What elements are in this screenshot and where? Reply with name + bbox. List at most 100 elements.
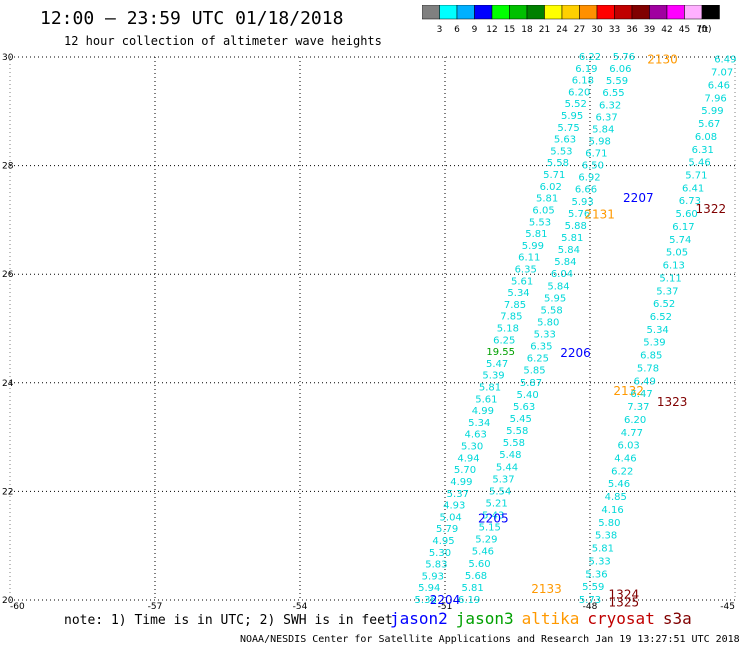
colorbar-tick-label: 18: [521, 25, 533, 35]
wave-height-value: 5.84: [547, 281, 569, 292]
page-title: 12:00 – 23:59 UTC 01/18/2018: [40, 8, 344, 29]
wave-height-value: 6.66: [575, 185, 597, 196]
satellite-legend: jason2 jason3 altika cryosat s3a: [390, 609, 700, 628]
wave-height-value: 5.81: [536, 194, 558, 205]
pass-number-label: 1322: [696, 202, 727, 216]
wave-height-value: 5.95: [544, 293, 566, 304]
wave-height-value: 6.11: [518, 253, 540, 264]
wave-height-value: 5.99: [701, 106, 723, 117]
wave-height-value: 5.87: [520, 378, 542, 389]
wave-height-value: 6.17: [672, 222, 694, 233]
wave-height-value: 5.94: [418, 583, 440, 594]
wave-height-value: 6.32: [599, 100, 621, 111]
wave-height-value: 6.08: [695, 132, 717, 143]
wave-height-value: 6.22: [611, 466, 633, 477]
wave-height-value: 6.35: [515, 264, 537, 275]
satellite-legend-item: altika: [521, 609, 580, 628]
wave-height-value: 6.20: [568, 87, 590, 98]
wave-height-value: 5.81: [479, 383, 501, 394]
pass-number-label: 2132: [613, 384, 644, 398]
wave-height-value: 6.18: [572, 76, 594, 87]
colorbar-tick-label: 42: [661, 25, 672, 35]
wave-height-value: 5.74: [669, 235, 691, 246]
wave-height-value: 5.81: [461, 583, 483, 594]
wave-height-value: 5.36: [585, 569, 607, 580]
colorbar-tick-label: 21: [539, 25, 550, 35]
wave-height-value: 6.03: [618, 441, 640, 452]
satellite-legend-item: jason3: [455, 609, 514, 628]
wave-height-value: 5.59: [606, 76, 628, 87]
wave-height-value: 5.38: [595, 531, 617, 542]
wave-height-value: 5.81: [561, 233, 583, 244]
footer-note: note: 1) Time is in UTC; 2) SWH is in fe…: [64, 613, 393, 628]
pass-number-label: 1324: [609, 588, 640, 602]
wave-height-value: 5.33: [534, 330, 556, 341]
wave-height-value: 6.06: [609, 64, 631, 75]
wave-height-value: 4.85: [605, 492, 627, 503]
wave-height-value: 19.55: [486, 347, 515, 358]
wave-height-value: 5.78: [637, 363, 659, 374]
y-tick-label: 24: [2, 379, 14, 389]
wave-height-value: 5.47: [486, 359, 508, 370]
wave-height-value: 6.85: [640, 351, 662, 362]
y-tick-label: 26: [2, 270, 14, 280]
wave-height-value: 5.48: [499, 450, 521, 461]
wave-height-value: 5.79: [436, 524, 458, 535]
wave-height-value: 4.94: [457, 453, 479, 464]
x-tick-label: -45: [720, 602, 735, 612]
wave-height-value: 6.41: [682, 183, 704, 194]
wave-height-value: 6.05: [532, 205, 554, 216]
x-tick-label: -51: [438, 602, 453, 612]
wave-height-value: 6.04: [551, 269, 573, 280]
wave-height-value: 6.37: [596, 112, 618, 123]
wave-height-value: 7.96: [705, 93, 727, 104]
colorbar-tick-label: 15: [504, 25, 515, 35]
satellite-legend-item: s3a: [662, 609, 692, 628]
wave-height-value: 5.29: [475, 535, 497, 546]
wave-height-value: 7.37: [627, 402, 649, 413]
wave-height-value: 5.11: [659, 273, 681, 284]
wave-height-value: 5.93: [422, 571, 444, 582]
wave-height-value: 5.52: [565, 99, 587, 110]
colorbar-tick-label: 9: [472, 25, 478, 35]
wave-height-value: 5.58: [503, 438, 525, 449]
x-tick-label: -57: [148, 602, 163, 612]
plot-frame: [9, 56, 736, 601]
colorbar-tick-label: 27: [574, 25, 585, 35]
y-tick-label: 22: [2, 487, 13, 497]
wave-height-value: 6.02: [540, 182, 562, 193]
wave-height-value: 5.95: [561, 111, 583, 122]
wave-height-value: 4.77: [621, 428, 643, 439]
wave-height-value: 4.95: [432, 536, 454, 547]
wave-height-value: 5.53: [550, 146, 572, 157]
wave-height-value: 7.85: [504, 300, 526, 311]
wave-height-value: 5.44: [496, 462, 518, 473]
wave-height-value: 5.37: [656, 286, 678, 297]
wave-height-value: 5.76: [568, 209, 590, 220]
wave-height-value: 5.58: [547, 158, 569, 169]
wave-height-value: 5.34: [647, 325, 669, 336]
wave-height-value: 5.59: [582, 582, 604, 593]
wave-height-value: 5.04: [440, 512, 462, 523]
y-tick-label: 20: [2, 596, 14, 606]
wave-height-value: 5.63: [513, 402, 535, 413]
wave-height-value: 6.92: [578, 173, 600, 184]
wave-height-value: 5.84: [558, 245, 580, 256]
x-tick-label: -54: [293, 602, 308, 612]
wave-height-value: 5.34: [507, 288, 529, 299]
colorbar-swatch: [701, 5, 720, 20]
colorbar-tick-label: 70: [696, 25, 708, 35]
satellite-legend-item: cryosat: [587, 609, 655, 628]
wave-height-value: 6.35: [530, 342, 552, 353]
wave-height-value: 5.80: [537, 317, 559, 328]
wave-height-value: 5.81: [525, 229, 547, 240]
wave-height-value: 5.46: [472, 547, 494, 558]
wave-height-value: 6.19: [458, 595, 480, 606]
colorbar-legend: 3 6 9 12 15 18 21 24 27 30 33 36 39 42 45 70(ft): [422, 5, 720, 35]
pass-number-label: 1325: [609, 596, 640, 610]
wave-height-value: 5.93: [571, 197, 593, 208]
wave-height-value: 5.46: [608, 479, 630, 490]
footer-credit: NOAA/NESDIS Center for Satellite Applica…: [240, 634, 740, 645]
wave-height-value: 4.16: [601, 505, 623, 516]
wave-height-value: 6.50: [582, 161, 604, 172]
